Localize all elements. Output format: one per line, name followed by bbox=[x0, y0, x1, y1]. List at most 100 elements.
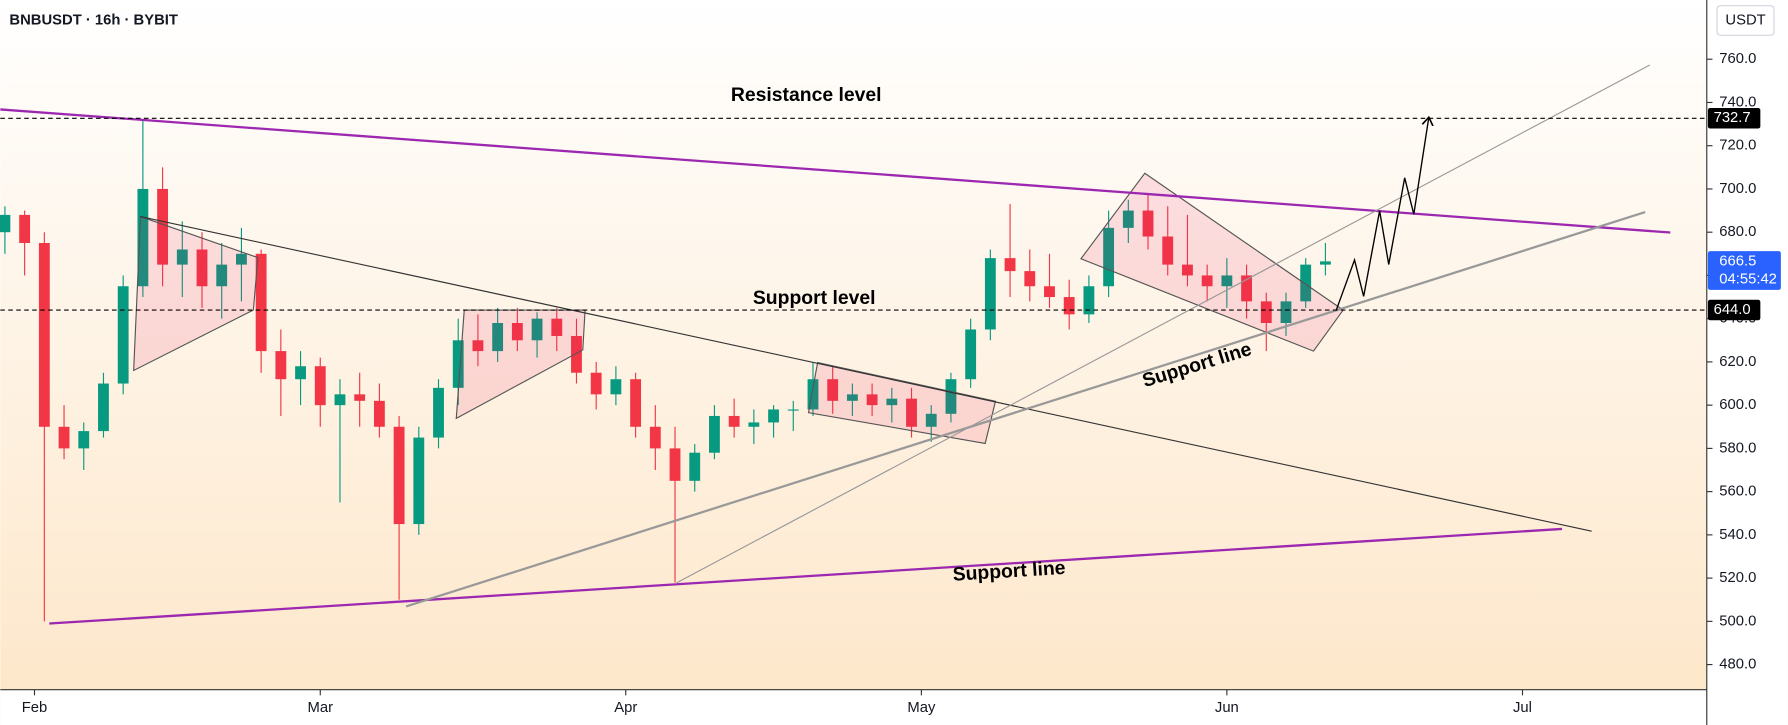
candle-body bbox=[1241, 275, 1252, 302]
levels bbox=[0, 117, 1707, 311]
candle-body bbox=[1201, 275, 1213, 287]
candle-body bbox=[334, 394, 346, 406]
candle-body bbox=[0, 214, 11, 233]
candle-body bbox=[1260, 301, 1272, 323]
candle-body bbox=[492, 322, 504, 352]
level-label-box bbox=[1707, 107, 1761, 129]
candle-body bbox=[255, 253, 267, 352]
candle-body bbox=[19, 214, 31, 244]
candle-body bbox=[925, 413, 937, 427]
candle-body bbox=[196, 249, 208, 287]
time-axis bbox=[0, 689, 1707, 725]
last-price-box bbox=[1707, 251, 1781, 290]
x-tick-label: Mar bbox=[308, 700, 334, 716]
countdown-label: 04:55:42 bbox=[1719, 272, 1777, 288]
candle-body bbox=[216, 264, 228, 287]
candle-body bbox=[78, 431, 90, 449]
candle-body bbox=[58, 426, 70, 449]
flag-pattern bbox=[133, 215, 259, 372]
y-tick-label: 620.0 bbox=[1719, 354, 1756, 370]
candle-body bbox=[1162, 236, 1174, 265]
candle-body bbox=[1142, 210, 1154, 237]
candle-body bbox=[176, 249, 188, 265]
currency-button[interactable] bbox=[1716, 5, 1775, 36]
x-tick-label: Jun bbox=[1215, 700, 1239, 716]
level-label: 644.0 bbox=[1714, 302, 1751, 318]
candle-body bbox=[1280, 301, 1292, 323]
candle-body bbox=[1103, 227, 1115, 287]
candle-body bbox=[1083, 286, 1095, 315]
candle-body bbox=[669, 448, 681, 481]
candle-body bbox=[1063, 297, 1075, 315]
y-tick-label: 540.0 bbox=[1719, 527, 1756, 543]
candle-body bbox=[531, 318, 543, 341]
y-tick-label: 480.0 bbox=[1719, 656, 1756, 672]
annotation: Resistance level bbox=[731, 84, 882, 106]
x-tick-label: Apr bbox=[614, 700, 637, 716]
annotation: Support level bbox=[753, 287, 876, 309]
y-tick-label: 720.0 bbox=[1719, 138, 1756, 154]
candle-body bbox=[827, 379, 839, 401]
candle-body bbox=[866, 394, 878, 406]
x-tick-label: Feb bbox=[22, 700, 48, 716]
candle-body bbox=[117, 286, 129, 384]
flag-pattern bbox=[1080, 172, 1344, 352]
level-label-box bbox=[1707, 299, 1761, 321]
support-line bbox=[405, 210, 1646, 608]
candle-body bbox=[984, 258, 996, 330]
y-tick-label: 500.0 bbox=[1719, 613, 1756, 629]
support-trendline bbox=[49, 527, 1563, 625]
candle-body bbox=[1300, 264, 1312, 302]
candle-body bbox=[433, 387, 444, 438]
y-tick-label: 700.0 bbox=[1719, 181, 1756, 197]
y-tick-label: 760.0 bbox=[1719, 51, 1756, 67]
candle-body bbox=[709, 415, 720, 453]
candle-body bbox=[610, 379, 622, 395]
candle-body bbox=[393, 426, 405, 525]
projection-path bbox=[1335, 119, 1428, 311]
currency-label[interactable]: USDT bbox=[1725, 12, 1765, 28]
descending-trendline bbox=[140, 216, 1592, 532]
candle-body bbox=[1122, 210, 1134, 228]
candle-body bbox=[354, 394, 366, 401]
candle-body bbox=[1221, 275, 1233, 287]
y-tick-label: 740.0 bbox=[1719, 94, 1756, 110]
candle-body bbox=[98, 383, 109, 432]
candles bbox=[0, 119, 1331, 622]
candle-body bbox=[906, 398, 917, 427]
candle-body bbox=[1319, 261, 1331, 265]
candle-body bbox=[748, 422, 760, 427]
candle-body bbox=[649, 426, 661, 449]
candle-body bbox=[728, 415, 740, 427]
candle-body bbox=[1044, 286, 1055, 298]
y-tick-label: 560.0 bbox=[1719, 484, 1756, 500]
resistance-trendline bbox=[0, 108, 1671, 234]
candle-body bbox=[551, 318, 563, 336]
candle-body bbox=[472, 340, 484, 352]
candle-body bbox=[945, 379, 957, 414]
candle-body bbox=[413, 437, 425, 525]
symbol-title: BNBUSDT · 16h · BYBIT bbox=[9, 12, 178, 28]
y-tick-label: 520.0 bbox=[1719, 570, 1756, 586]
last-price-label: 666.5 bbox=[1719, 253, 1756, 269]
candle-body bbox=[236, 253, 247, 265]
candle-body bbox=[965, 329, 977, 380]
candle-body bbox=[1004, 258, 1016, 272]
x-tick-label: May bbox=[907, 700, 936, 716]
candle-body bbox=[807, 379, 819, 410]
candle-body bbox=[886, 398, 898, 406]
candle-body bbox=[38, 243, 50, 427]
candle-body bbox=[275, 351, 287, 380]
thin-trendline bbox=[674, 64, 1651, 585]
candle-body bbox=[452, 340, 464, 388]
candle-body bbox=[295, 366, 306, 380]
candle-body bbox=[137, 188, 149, 287]
flag-pattern bbox=[807, 361, 997, 445]
candle-body bbox=[1024, 271, 1036, 287]
y-tick-label: 580.0 bbox=[1719, 440, 1756, 456]
candle-body bbox=[630, 379, 642, 427]
candle-body bbox=[590, 372, 602, 395]
candle-body bbox=[157, 188, 169, 265]
